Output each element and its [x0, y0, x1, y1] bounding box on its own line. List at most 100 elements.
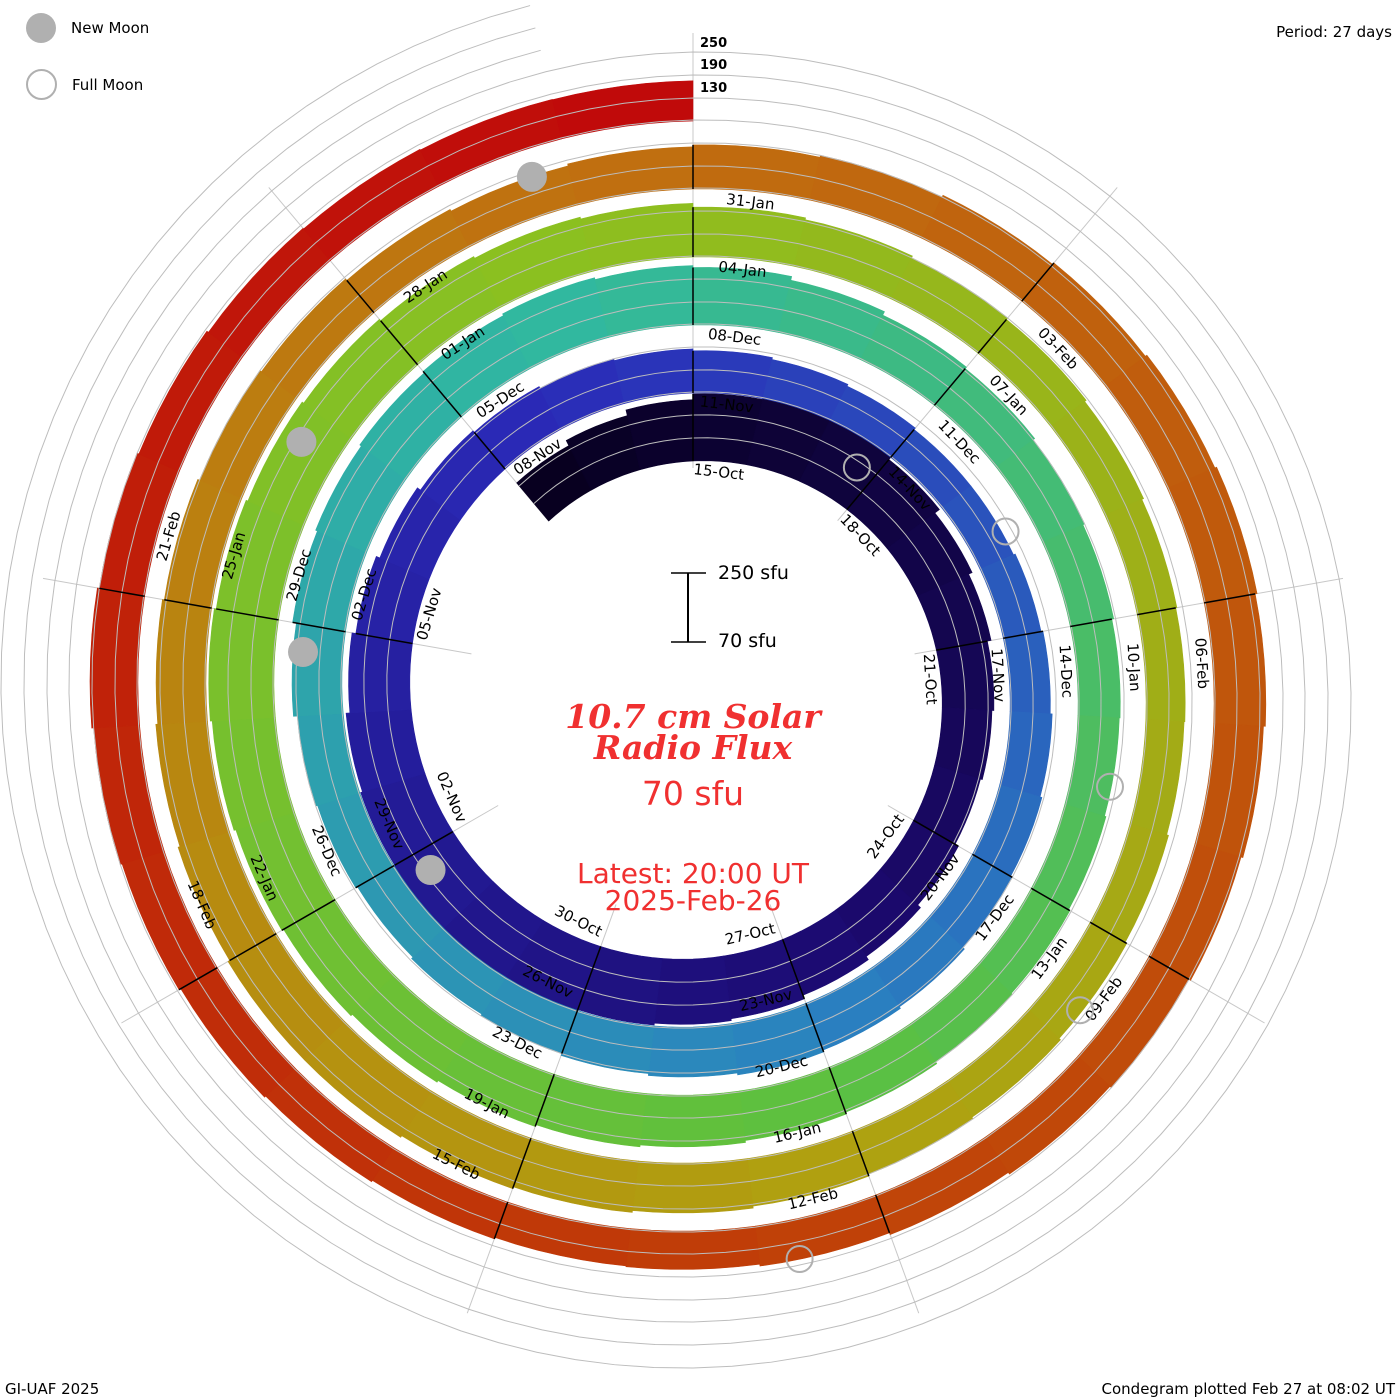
day-separator	[1204, 593, 1256, 604]
day-separator	[422, 370, 462, 418]
reference-level-130	[46, 49, 1306, 1323]
flux-bar	[345, 709, 426, 793]
day-separator	[394, 831, 454, 866]
date-label: 31-Jan	[725, 190, 775, 214]
flux-bar	[731, 1002, 825, 1076]
day-separator	[493, 1201, 509, 1240]
flux-bar	[208, 227, 331, 358]
flux-bar	[1069, 618, 1121, 719]
new-moon-marker	[288, 637, 319, 668]
day-separator	[913, 819, 959, 847]
day-separator	[229, 933, 277, 962]
day-separator	[1148, 955, 1190, 980]
flux-bar	[177, 831, 277, 961]
flux-bar	[1042, 524, 1115, 627]
flux-bar	[303, 148, 439, 262]
flux-bar	[360, 772, 454, 866]
flux-bar	[473, 386, 562, 470]
day-separator	[576, 946, 602, 1012]
full-moon-marker	[1066, 996, 1095, 1025]
day-separator	[851, 1130, 870, 1177]
flux-bar	[208, 608, 279, 722]
flux-bar	[419, 98, 563, 187]
flux-bar	[692, 350, 773, 399]
flux-bar	[89, 587, 145, 729]
flux-bar	[215, 499, 305, 621]
reference-level-190	[23, 27, 1329, 1346]
legend-full-moon-label: Full Moon	[72, 75, 144, 94]
footer-plotted: Condegram plotted Feb 27 at 08:02 UT	[1101, 1380, 1395, 1398]
day-separator	[1030, 887, 1071, 912]
flux-bar	[552, 80, 694, 140]
day-separator	[972, 853, 1013, 878]
chart-title-line2: Radio Flux	[593, 728, 793, 767]
day-separator	[846, 459, 890, 510]
flux-bar	[1050, 401, 1145, 516]
level-label: 250	[700, 36, 728, 51]
flux-bar	[348, 632, 413, 714]
flux-bar	[625, 1225, 761, 1270]
flux-bar	[474, 216, 594, 309]
flux-bar	[594, 265, 694, 338]
date-label: 06-Feb	[1191, 637, 1212, 689]
legend-new-moon-label: New Moon	[71, 19, 150, 37]
day-separator	[473, 431, 506, 470]
flux-bar	[512, 1137, 639, 1213]
date-label: 04-Jan	[717, 258, 767, 282]
day-separator	[511, 1137, 532, 1189]
flux-bar	[138, 330, 243, 472]
day-separator	[355, 865, 395, 889]
flux-bar	[917, 573, 992, 651]
new-moon-marker	[415, 855, 446, 886]
flux-bar	[494, 1201, 631, 1267]
day-separator	[977, 318, 1008, 354]
day-separator	[164, 599, 212, 609]
day-separator	[1089, 921, 1128, 945]
flux-bar	[380, 256, 500, 366]
flux-bar	[261, 278, 375, 399]
day-separator	[178, 967, 218, 991]
flux-bar	[355, 555, 430, 644]
flux-bar	[1136, 607, 1186, 722]
day-separator	[805, 1003, 825, 1053]
full-moon-icon	[26, 69, 57, 100]
day-separator	[1070, 618, 1112, 628]
flux-bar	[778, 279, 885, 361]
new-moon-marker	[286, 426, 317, 457]
day-separator	[1021, 262, 1055, 302]
flux-bar	[692, 144, 821, 201]
flux-bar	[762, 359, 849, 421]
flux-bar	[654, 955, 732, 1025]
flux-bar	[886, 512, 973, 597]
flux-bar	[346, 209, 470, 314]
flux-bar	[936, 640, 995, 711]
day-separator	[99, 587, 145, 598]
full-moon-marker	[785, 1245, 814, 1274]
flux-bar	[860, 314, 967, 406]
flux-bar	[227, 933, 346, 1061]
day-separator	[933, 368, 966, 406]
day-separator	[936, 640, 988, 651]
flux-bar	[875, 1136, 1009, 1236]
date-label: 17-Nov	[988, 648, 1009, 703]
flux-bar	[502, 277, 610, 370]
flux-bar	[984, 1055, 1111, 1175]
scale-bottom-label: 70 sfu	[718, 630, 777, 652]
new-moon-marker	[516, 161, 547, 192]
full-moon-marker	[1095, 772, 1124, 801]
full-moon-marker	[991, 517, 1020, 546]
flux-bar	[164, 478, 243, 609]
legend-new-moon: New Moon	[26, 13, 149, 43]
day-separator	[1003, 630, 1044, 640]
flux-bar	[829, 385, 916, 458]
flux-bar	[379, 487, 461, 580]
day-separator	[561, 1010, 579, 1054]
chart-title-line1: 10.7 cm Solar	[565, 697, 821, 736]
flux-bar	[155, 720, 230, 847]
day-separator	[875, 1194, 891, 1234]
scale-top-label: 250 sfu	[718, 562, 789, 584]
flux-bar	[933, 368, 1036, 468]
flux-bar	[247, 401, 352, 526]
legend-full-moon: Full Moon	[26, 69, 143, 100]
